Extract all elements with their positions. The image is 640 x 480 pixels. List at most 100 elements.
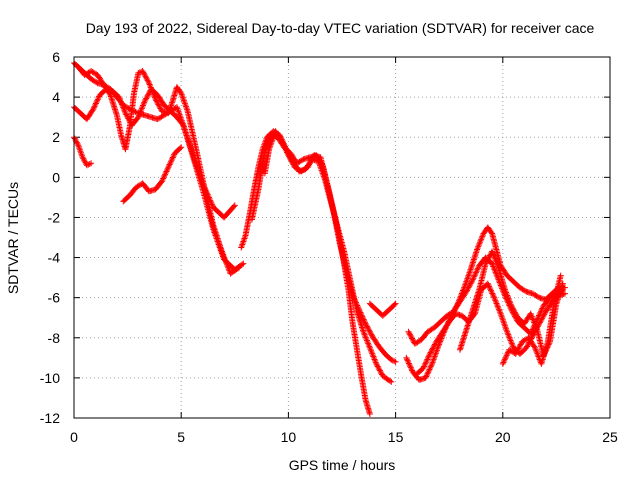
- data-point: [178, 144, 185, 151]
- data-point: [535, 353, 542, 360]
- data-point: [503, 289, 510, 296]
- data-point: [354, 303, 361, 310]
- data-point: [142, 73, 149, 80]
- data-point: [361, 331, 368, 338]
- data-point: [494, 301, 501, 308]
- data-point: [428, 348, 435, 355]
- data-point: [299, 157, 306, 164]
- data-point: [289, 160, 296, 167]
- data-point: [167, 158, 174, 165]
- data-point: [89, 107, 96, 114]
- data-point: [464, 285, 471, 292]
- data-point: [118, 99, 125, 106]
- data-point: [508, 338, 515, 345]
- data-point: [290, 161, 297, 168]
- data-point: [492, 255, 499, 262]
- data-point: [493, 260, 500, 267]
- data-point: [353, 301, 360, 308]
- data-point: [363, 322, 370, 329]
- data-point: [151, 94, 158, 101]
- data-point: [506, 334, 513, 341]
- data-point: [431, 341, 438, 348]
- data-point: [281, 143, 288, 150]
- data-point: [287, 156, 294, 163]
- data-point: [501, 286, 508, 293]
- y-tick-label: -2: [48, 209, 61, 225]
- data-point: [79, 154, 86, 161]
- data-point: [486, 283, 493, 290]
- data-point: [391, 301, 398, 308]
- data-point: [504, 293, 511, 300]
- series-track-9: [366, 300, 399, 319]
- data-point: [485, 282, 492, 289]
- data-point: [222, 257, 229, 264]
- data-point: [154, 100, 161, 107]
- data-point: [231, 202, 238, 209]
- data-point: [93, 99, 100, 106]
- data-point: [95, 94, 102, 101]
- data-point: [488, 287, 495, 294]
- data-point: [496, 307, 503, 314]
- data-point: [136, 111, 143, 118]
- data-point: [150, 90, 157, 97]
- data-point: [305, 162, 312, 169]
- data-point: [467, 280, 474, 287]
- data-point: [120, 105, 127, 112]
- data-point: [514, 346, 521, 353]
- data-point: [279, 139, 286, 146]
- data-point: [222, 258, 229, 265]
- data-point: [501, 358, 508, 365]
- data-point: [406, 331, 413, 338]
- data-point: [366, 410, 373, 417]
- data-point: [119, 102, 126, 109]
- data-point: [90, 104, 97, 111]
- data-point: [516, 342, 523, 349]
- data-point: [491, 296, 498, 303]
- data-point: [488, 289, 495, 296]
- data-point: [164, 167, 171, 174]
- data-point: [527, 310, 534, 317]
- data-point: [81, 156, 88, 163]
- data-point: [494, 261, 501, 268]
- data-point: [405, 360, 412, 367]
- data-point: [423, 372, 430, 379]
- data-point: [160, 175, 167, 182]
- data-point: [378, 370, 385, 377]
- data-point: [148, 87, 155, 94]
- data-point: [92, 100, 99, 107]
- data-point: [492, 297, 499, 304]
- data-point: [117, 97, 124, 104]
- data-point: [424, 356, 431, 363]
- data-point: [488, 229, 495, 236]
- data-point: [135, 114, 142, 121]
- data-point: [485, 255, 492, 262]
- data-point: [147, 84, 154, 91]
- data-point: [486, 284, 493, 291]
- data-point: [426, 350, 433, 357]
- data-point: [377, 368, 384, 375]
- data-point: [160, 174, 167, 181]
- data-point: [374, 363, 381, 370]
- data-point: [138, 106, 145, 113]
- data-point: [539, 314, 546, 321]
- data-point: [538, 316, 545, 323]
- data-point: [177, 145, 184, 152]
- data-point: [153, 98, 160, 105]
- x-tick-label: 15: [388, 429, 404, 445]
- data-point: [141, 70, 148, 77]
- data-point: [388, 356, 395, 363]
- data-point: [513, 312, 520, 319]
- data-point: [376, 366, 383, 373]
- data-point: [404, 357, 411, 364]
- data-point: [512, 350, 519, 357]
- data-point: [155, 101, 162, 108]
- series-track-12: [414, 280, 568, 377]
- data-point: [369, 350, 376, 357]
- data-point: [360, 328, 367, 335]
- data-point: [177, 88, 184, 95]
- data-point: [533, 347, 540, 354]
- data-point: [139, 103, 146, 110]
- data-point: [403, 356, 410, 363]
- data-point: [124, 114, 131, 121]
- data-point: [427, 365, 434, 372]
